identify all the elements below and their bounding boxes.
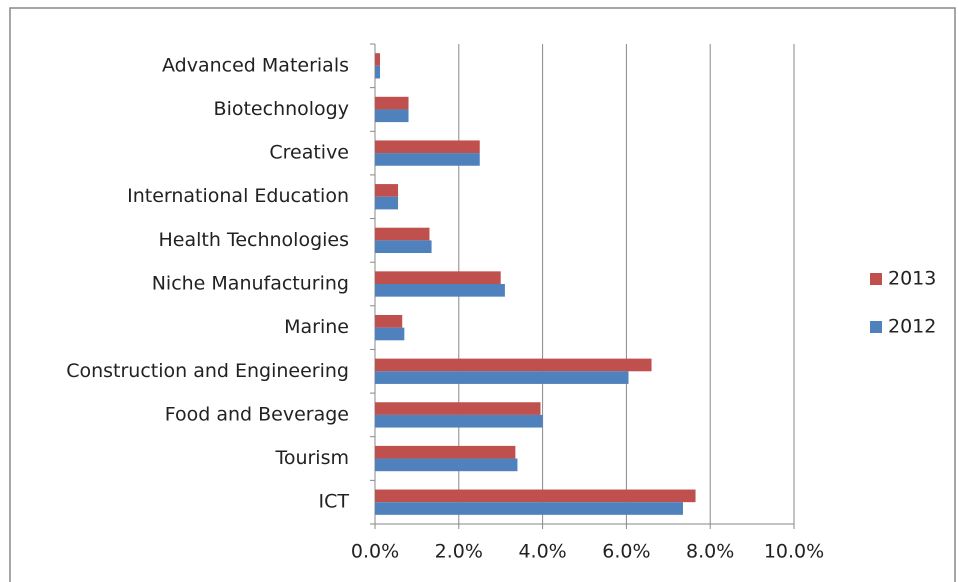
bar <box>375 402 541 415</box>
bar <box>375 284 505 297</box>
bar <box>375 445 516 459</box>
bar <box>375 109 409 123</box>
y-tick-label: Advanced Materials <box>162 54 349 76</box>
x-tick-label: 0.0% <box>351 541 399 563</box>
x-tick-label: 8.0% <box>686 541 734 563</box>
y-tick-label: Construction and Engineering <box>66 360 349 382</box>
legend-label: 2013 <box>888 268 936 290</box>
bar <box>375 458 518 472</box>
y-tick-label: ICT <box>319 491 350 513</box>
bar <box>375 314 403 328</box>
y-tick-label: Biotechnology <box>214 98 349 120</box>
bar <box>375 358 652 372</box>
bar <box>375 96 409 110</box>
bar <box>375 414 543 428</box>
x-tick-label: 4.0% <box>518 541 566 563</box>
bar <box>375 53 381 66</box>
bar <box>375 153 480 166</box>
y-tick-label: Health Technologies <box>159 229 349 251</box>
bar <box>375 184 399 197</box>
bar <box>375 502 683 515</box>
y-tick-label: Marine <box>284 316 349 338</box>
bar <box>375 196 399 210</box>
legend-label: 2012 <box>888 316 936 338</box>
y-tick-label: Tourism <box>274 447 349 469</box>
x-tick-label: 10.0% <box>764 541 824 563</box>
y-tick-label: Creative <box>269 142 349 164</box>
legend-swatch <box>870 273 882 285</box>
y-tick-label: Niche Manufacturing <box>152 273 349 295</box>
bar <box>375 65 381 79</box>
bar <box>375 227 430 241</box>
bar <box>375 371 629 384</box>
y-tick-label: Food and Beverage <box>165 403 349 425</box>
x-tick-label: 2.0% <box>435 541 483 563</box>
bar <box>375 140 480 154</box>
bar <box>375 240 432 254</box>
bar <box>375 489 696 503</box>
bar <box>375 271 501 284</box>
bar <box>375 327 405 341</box>
y-tick-label: International Education <box>127 185 349 207</box>
x-tick-label: 6.0% <box>602 541 650 563</box>
legend-swatch <box>870 321 882 333</box>
